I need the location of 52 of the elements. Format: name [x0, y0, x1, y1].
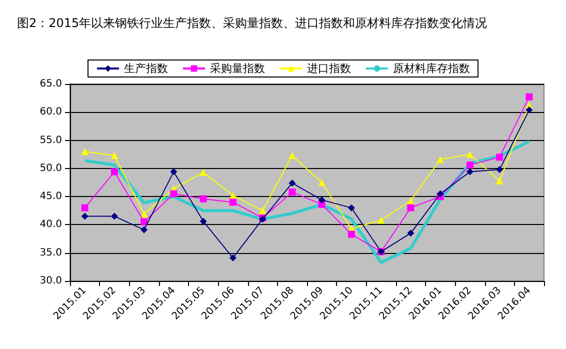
point: [259, 207, 266, 214]
point: [436, 156, 444, 163]
point: [318, 179, 326, 186]
point: [288, 188, 296, 196]
point: [407, 204, 414, 212]
y-tick-label: 30.0: [40, 276, 62, 286]
y-tick-label: 55.0: [40, 134, 62, 146]
point: [200, 195, 207, 202]
point: [526, 93, 533, 100]
point: [200, 168, 207, 176]
point: [110, 168, 118, 176]
chart-title: 图2：2015年以来钢铁行业生产指数、采购量指数、进口指数和原材料库存指数变化情况: [17, 16, 488, 30]
point: [436, 190, 444, 198]
point: [110, 212, 118, 220]
point: [526, 106, 533, 114]
point: [110, 152, 118, 159]
point: [466, 162, 474, 169]
point: [466, 168, 474, 176]
point: [288, 180, 296, 187]
point: [496, 154, 504, 161]
point: [407, 230, 414, 237]
point: [466, 150, 474, 158]
point: [348, 230, 355, 238]
y-tick-label: 35.0: [40, 247, 62, 258]
y-tick-label: 40.0: [40, 219, 62, 230]
y-tick-label: 60.0: [40, 106, 62, 118]
line-series: [83, 140, 531, 264]
legend-label: 采购量指数: [210, 62, 265, 75]
point: [496, 177, 504, 184]
point: [378, 216, 385, 224]
y-tick-label: 45.0: [40, 191, 62, 202]
point: [348, 204, 355, 212]
legend-label: 生产指数: [124, 62, 168, 75]
legend-label: 进口指数: [307, 62, 351, 75]
point: [81, 148, 88, 156]
point: [229, 254, 236, 262]
point: [81, 212, 88, 220]
point: [318, 196, 326, 204]
point: [170, 190, 178, 198]
y-tick-label: 50.0: [40, 162, 62, 174]
point: [229, 198, 236, 206]
point: [407, 197, 414, 204]
point: [140, 210, 148, 218]
point: [496, 166, 504, 174]
point: [81, 204, 88, 212]
point: [140, 226, 148, 234]
y-tick-label: 65.0: [40, 78, 62, 90]
point: [170, 168, 178, 176]
point: [140, 218, 148, 226]
point: [200, 218, 207, 225]
point: [288, 152, 296, 159]
legend-label: 原材料库存指数: [393, 62, 470, 75]
